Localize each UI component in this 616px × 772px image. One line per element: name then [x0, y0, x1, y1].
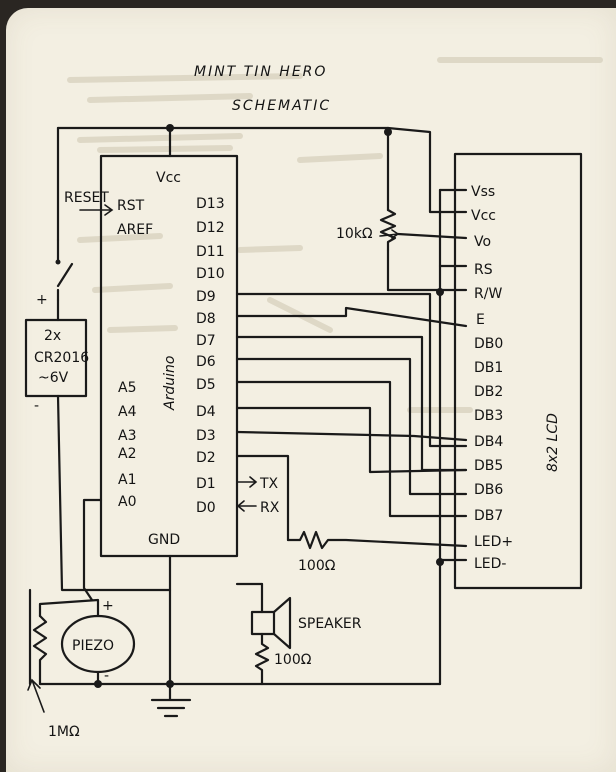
rx-label: RX	[260, 500, 280, 516]
pin-d9: D9	[196, 289, 216, 305]
piezo-signal-wire	[82, 498, 103, 602]
pin-d10: D10	[196, 266, 225, 282]
arduino-label: Arduino	[162, 356, 178, 411]
piezo-resistor-label: 1MΩ	[48, 724, 80, 740]
junction-ledm	[436, 558, 444, 566]
pin-d7: D7	[196, 333, 216, 349]
arduino-rst-label: RST	[117, 198, 145, 214]
lcd-pin-db1: DB1	[474, 360, 503, 376]
arduino-aref-label: AREF	[117, 222, 153, 238]
potentiometer-label: 10kΩ	[336, 226, 373, 242]
speaker-resistor	[254, 632, 270, 686]
potentiometer-wiper	[379, 229, 400, 239]
piezo-plus: +	[102, 598, 114, 614]
lcd-pin-vcc: Vcc	[471, 208, 496, 224]
lcd-pin-db5: DB5	[474, 458, 503, 474]
pin-d2: D2	[196, 450, 216, 466]
lcd-pin-db6: DB6	[474, 482, 503, 498]
lcd-pins: Vss Vcc Vo RS R/W E DB0 DB1 DB2 DB3 DB4 …	[471, 184, 513, 572]
battery-type: CR2016	[34, 350, 89, 366]
pin-d12: D12	[196, 220, 225, 236]
pin-a3: A3	[118, 428, 136, 444]
speaker-label: SPEAKER	[298, 616, 362, 632]
battery-voltage: ~6V	[38, 370, 69, 386]
lcd-pin-vo: Vo	[474, 234, 491, 250]
arduino-gnd-label: GND	[148, 532, 180, 548]
pin-a4: A4	[118, 404, 137, 420]
battery-count: 2x	[44, 328, 61, 344]
data-bus-wires	[235, 292, 468, 542]
speaker-cone	[272, 596, 292, 650]
piezo-resistor-pointer	[27, 678, 45, 713]
lcd-pin-db2: DB2	[474, 384, 503, 400]
pin-d0: D0	[196, 500, 216, 516]
arduino-digital-pins: D13 D12 D11 D10 D9 D8 D7 D6 D5 D4 D3 D2 …	[196, 196, 225, 516]
tx-label: TX	[259, 476, 279, 492]
battery-outline	[24, 318, 88, 398]
lcd-pin-rs: RS	[474, 262, 493, 278]
lcd-pin-e: E	[476, 312, 485, 328]
pin-d11: D11	[196, 244, 225, 260]
battery-minus: -	[34, 398, 39, 414]
pin-a0: A0	[118, 494, 136, 510]
notebook-page	[6, 8, 616, 772]
pin-d13: D13	[196, 196, 225, 212]
speaker-body	[250, 610, 276, 636]
rx-arrow	[236, 500, 257, 512]
junction-pot-top	[384, 128, 392, 136]
lcd-pin-led-plus: LED+	[474, 534, 513, 550]
led-resistor-label: 100Ω	[298, 558, 336, 574]
piezo-minus: -	[104, 668, 109, 684]
pin-a2: A2	[118, 446, 136, 462]
piezo-label: PIEZO	[72, 638, 114, 654]
schematic-subtitle: SCHEMATIC	[232, 98, 331, 114]
lcd-outline	[453, 152, 583, 590]
led-resistor	[286, 530, 468, 550]
battery-plus: +	[36, 292, 48, 308]
lcd-pin-db3: DB3	[474, 408, 503, 424]
lcd-pin-vss: Vss	[471, 184, 495, 200]
arduino-vcc-label: Vcc	[156, 170, 181, 186]
junction-rw	[436, 288, 444, 296]
battery-wire	[56, 298, 172, 592]
pin-d8: D8	[196, 311, 216, 327]
lcd-pin-db4: DB4	[474, 434, 503, 450]
lcd-label: 8x2 LCD	[545, 413, 561, 472]
power-switch	[56, 238, 74, 302]
arduino-analog-pins: A5 A4 A3 A2 A1 A0	[118, 380, 137, 510]
pin-a1: A1	[118, 472, 136, 488]
lcd-pin-led-minus: LED-	[474, 556, 506, 572]
switch-contact	[55, 259, 61, 265]
pin-d4: D4	[196, 404, 216, 420]
lcd-pin-db7: DB7	[474, 508, 503, 524]
pin-a5: A5	[118, 380, 136, 396]
junction-top	[166, 124, 174, 132]
gnd-wire	[150, 554, 192, 718]
junction-piezo	[94, 680, 102, 688]
reset-arrow	[79, 204, 114, 216]
piezo-top-wire	[38, 598, 100, 618]
pin-d3: D3	[196, 428, 216, 444]
power-rail-wires	[56, 126, 468, 686]
pin-d1: D1	[196, 476, 216, 492]
potentiometer	[379, 208, 397, 252]
lcd-pin-db0: DB0	[474, 336, 503, 352]
pin-d5: D5	[196, 377, 216, 393]
pin-d6: D6	[196, 354, 216, 370]
tx-arrow	[237, 476, 258, 488]
piezo-resistor	[32, 614, 48, 686]
reset-label: RESET	[64, 190, 109, 206]
lcd-pin-rw: R/W	[474, 286, 502, 302]
speaker-resistor-label: 100Ω	[274, 652, 312, 668]
schematic-title: MINT TIN HERO	[194, 64, 327, 80]
